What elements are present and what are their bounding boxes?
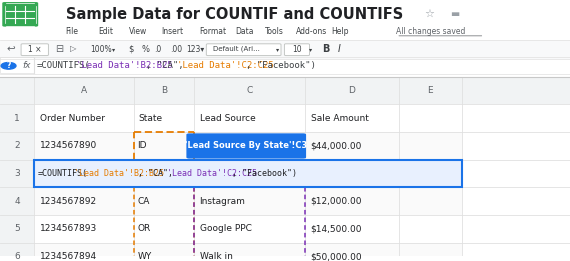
Bar (0, 77, 34, 261)
Text: Walk in: Walk in (200, 252, 233, 261)
Text: ID: ID (137, 141, 147, 151)
Text: Data: Data (235, 27, 253, 36)
Text: ☆: ☆ (425, 9, 435, 19)
Text: 1: 1 (14, 114, 20, 123)
FancyBboxPatch shape (284, 44, 310, 56)
Text: WY: WY (137, 252, 152, 261)
Text: $50,000.00: $50,000.00 (311, 252, 363, 261)
FancyBboxPatch shape (0, 57, 34, 73)
Text: CA: CA (137, 197, 150, 206)
Text: $: $ (128, 45, 133, 54)
Text: Insert: Insert (161, 27, 184, 36)
Text: $14,500.00: $14,500.00 (311, 224, 362, 233)
Text: 123▾: 123▾ (186, 45, 205, 54)
Bar (0, 40, 570, 59)
Text: , "CA",: , "CA", (145, 61, 189, 70)
Text: Tools: Tools (264, 27, 283, 36)
FancyBboxPatch shape (21, 44, 48, 56)
FancyBboxPatch shape (206, 44, 281, 56)
Text: ▷: ▷ (70, 44, 76, 53)
Text: =COUNTIFS(: =COUNTIFS( (38, 169, 88, 178)
Text: =COUNTIFS(: =COUNTIFS( (37, 61, 91, 70)
Text: 6: 6 (14, 252, 20, 261)
Bar (34, 187, 462, 215)
Text: .00: .00 (170, 45, 182, 54)
Text: Help: Help (332, 27, 349, 36)
Text: , "Facebook"): , "Facebook") (231, 169, 296, 178)
Text: Sample Data for COUNTIF and COUNTIFS: Sample Data for COUNTIF and COUNTIFS (66, 7, 403, 22)
Text: Default (Ari...: Default (Ari... (213, 46, 260, 52)
Text: State: State (139, 114, 162, 123)
Text: 1 ×: 1 × (28, 45, 42, 54)
Text: Format: Format (199, 27, 226, 36)
Text: All changes saved: All changes saved (396, 27, 466, 36)
Text: $44,000.00: $44,000.00 (311, 141, 362, 151)
Text: 'Lead Source By State'!C3: 'Lead Source By State'!C3 (185, 141, 307, 151)
Bar (0, 77, 570, 104)
Text: 'Lead Data'!B2:B25: 'Lead Data'!B2:B25 (74, 169, 164, 178)
Text: ▾: ▾ (276, 47, 279, 52)
Bar (34, 243, 462, 261)
Text: , "CA",: , "CA", (138, 169, 178, 178)
Text: 'Lead Data'!C2:C25: 'Lead Data'!C2:C25 (167, 169, 257, 178)
Text: 1234567893: 1234567893 (40, 224, 97, 233)
Text: 10: 10 (292, 45, 302, 54)
Text: 4: 4 (14, 197, 20, 206)
Text: ▾: ▾ (309, 47, 312, 52)
Text: ⊟: ⊟ (55, 44, 63, 54)
Text: 'Lead Data'!B2:B25: 'Lead Data'!B2:B25 (76, 61, 173, 70)
Text: $12,000.00: $12,000.00 (311, 197, 362, 206)
Text: B: B (323, 44, 330, 54)
FancyBboxPatch shape (186, 133, 306, 159)
Text: ?: ? (6, 61, 11, 70)
Text: 'Lead Data'!C2:C25: 'Lead Data'!C2:C25 (177, 61, 274, 70)
Bar (34, 160, 462, 187)
Text: ↩: ↩ (7, 44, 15, 54)
Text: B: B (161, 86, 167, 95)
Text: OR: OR (137, 224, 150, 233)
Text: Instagram: Instagram (200, 197, 245, 206)
Text: View: View (129, 27, 148, 36)
Text: E: E (428, 86, 433, 95)
Text: A: A (81, 86, 87, 95)
Text: 1234567890: 1234567890 (40, 141, 97, 151)
Text: D: D (348, 86, 356, 95)
Text: 3: 3 (14, 169, 20, 178)
Text: I: I (337, 44, 340, 54)
Text: .0: .0 (154, 45, 161, 54)
Text: 2: 2 (14, 141, 20, 151)
Text: ▾: ▾ (112, 47, 115, 52)
Text: 5: 5 (14, 224, 20, 233)
Text: fx: fx (23, 61, 31, 70)
Text: 1234567892: 1234567892 (40, 197, 97, 206)
Text: , "Facebook"): , "Facebook") (246, 61, 316, 70)
Text: Order Number: Order Number (40, 114, 105, 123)
Text: Add-ons: Add-ons (296, 27, 328, 36)
Bar (34, 132, 462, 160)
Text: 100%: 100% (90, 45, 112, 54)
Text: ▬: ▬ (450, 9, 459, 19)
FancyBboxPatch shape (2, 2, 38, 27)
Text: %: % (141, 45, 149, 54)
Text: Sale Amount: Sale Amount (311, 114, 369, 123)
Text: 1234567894: 1234567894 (40, 252, 97, 261)
Bar (0, 77, 570, 261)
Text: Edit: Edit (98, 27, 113, 36)
Text: Google PPC: Google PPC (200, 224, 251, 233)
Circle shape (1, 62, 16, 69)
Text: Lead Source: Lead Source (200, 114, 255, 123)
Bar (34, 160, 462, 187)
Text: File: File (66, 27, 79, 36)
Text: C: C (246, 86, 253, 95)
